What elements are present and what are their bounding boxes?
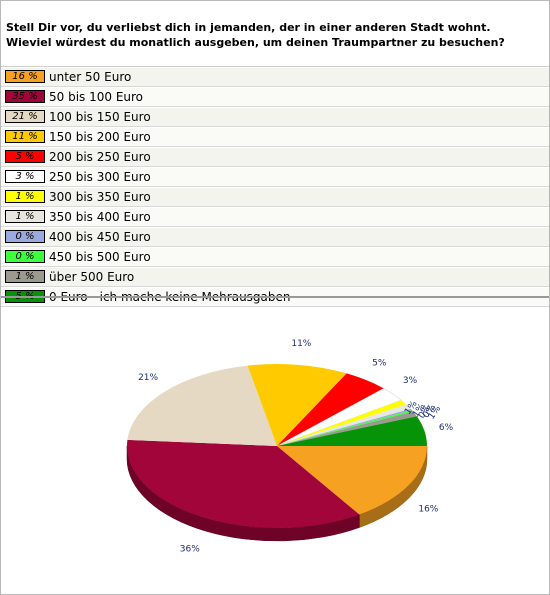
legend-item: 35 % 50 bis 100 Euro [1, 87, 549, 107]
legend-label: 150 bis 200 Euro [49, 130, 151, 144]
pie-slice [277, 410, 414, 446]
pie-data-label: 5% [372, 358, 387, 368]
legend-percent-badge: 0 % [5, 250, 45, 263]
pie-data-label: 3% [403, 376, 418, 386]
pie-slice [277, 416, 428, 446]
legend-label: 50 bis 100 Euro [49, 90, 144, 104]
legend-percent-badge: 16 % [5, 70, 45, 83]
pie-data-label: 11% [291, 339, 311, 349]
pie-slice [127, 365, 277, 446]
legend-item: 1 % 300 bis 350 Euro [1, 187, 549, 207]
legend-item: 0 % 400 bis 450 Euro [1, 227, 549, 247]
divider [1, 296, 549, 298]
legend-item: 16 % unter 50 Euro [1, 67, 549, 87]
pie-slice [247, 364, 347, 446]
legend-percent-badge: 11 % [5, 130, 45, 143]
legend-item: 1 % über 500 Euro [1, 267, 549, 287]
legend-percent-badge: 5 % [5, 150, 45, 163]
pie-data-label: 21% [138, 373, 158, 383]
legend-label: über 500 Euro [49, 270, 135, 284]
legend-item: 0 % 450 bis 500 Euro [1, 247, 549, 267]
pie-slice [277, 400, 407, 446]
legend-item: 5 % 200 bis 250 Euro [1, 147, 549, 167]
legend-item: 3 % 250 bis 300 Euro [1, 167, 549, 187]
legend-item: 21 % 100 bis 150 Euro [1, 107, 549, 127]
pie-slice [127, 439, 360, 528]
legend-item: 11 % 150 bis 200 Euro [1, 127, 549, 147]
legend-label: 200 bis 250 Euro [49, 150, 151, 164]
legend-percent-badge: 35 % [5, 90, 45, 103]
pie-slice [277, 404, 411, 446]
legend-percent-badge: 1 % [5, 270, 45, 283]
legend-label: 250 bis 300 Euro [49, 170, 151, 184]
pie-data-label: 36% [180, 545, 200, 555]
pie-chart: 16%36%21%11%5%3%6%1%1%0%0%1% [126, 339, 454, 555]
legend-percent-badge: 1 % [5, 190, 45, 203]
legend-label: unter 50 Euro [49, 70, 132, 84]
pie-data-label: 16% [418, 504, 438, 514]
legend-percent-badge: 21 % [5, 110, 45, 123]
poll-question: Stell Dir vor, du verliebst dich in jema… [6, 21, 505, 49]
legend-label: 100 bis 150 Euro [49, 110, 151, 124]
pie-slice [277, 373, 384, 446]
pie-slice [277, 408, 412, 446]
legend-label: 300 bis 350 Euro [49, 190, 151, 204]
legend-percent-badge: 1 % [5, 210, 45, 223]
pie-slice [277, 411, 417, 446]
legend-item: 1 % 350 bis 400 Euro [1, 207, 549, 227]
pie-data-label: 6% [439, 423, 454, 433]
legend-list: 16 % unter 50 Euro 35 % 50 bis 100 Euro 21 %… [1, 66, 549, 307]
legend-label: 350 bis 400 Euro [49, 210, 151, 224]
pie-slice [277, 446, 428, 515]
legend-label: 400 bis 450 Euro [49, 230, 151, 244]
legend-percent-badge: 0 % [5, 230, 45, 243]
pie-slice [276, 388, 402, 447]
legend-percent-badge: 3 % [5, 170, 45, 183]
legend-label: 450 bis 500 Euro [49, 250, 151, 264]
